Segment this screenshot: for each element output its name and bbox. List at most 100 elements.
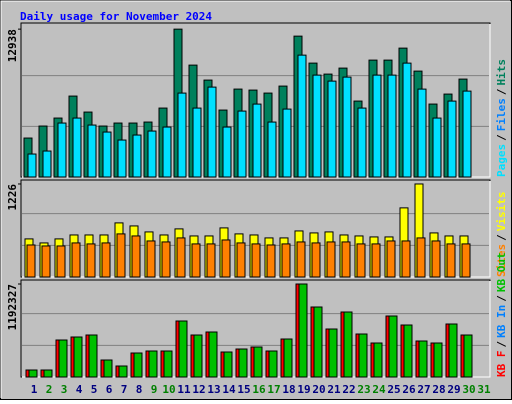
bar bbox=[178, 320, 188, 378]
bar bbox=[43, 369, 53, 378]
bar bbox=[27, 153, 37, 178]
bar bbox=[432, 117, 442, 178]
y-max-label: 12938 bbox=[6, 29, 19, 62]
bar bbox=[447, 100, 457, 178]
bar bbox=[26, 244, 36, 278]
legend: Sites / Visits bbox=[495, 192, 508, 278]
bar bbox=[448, 323, 458, 378]
bar bbox=[388, 315, 398, 378]
bar bbox=[56, 245, 66, 278]
legend-entry: Sites bbox=[495, 244, 508, 277]
bar bbox=[387, 74, 397, 178]
bar bbox=[236, 242, 246, 278]
bar bbox=[373, 342, 383, 378]
x-tick-label: 9 bbox=[151, 383, 158, 396]
bar bbox=[296, 241, 306, 278]
y-max-label: 1226 bbox=[6, 184, 19, 211]
x-tick-label: 3 bbox=[61, 383, 68, 396]
bar bbox=[297, 54, 307, 178]
bar bbox=[371, 243, 381, 278]
x-tick-label: 5 bbox=[91, 383, 98, 396]
bar bbox=[328, 328, 338, 378]
bar bbox=[177, 92, 187, 178]
bar bbox=[163, 350, 173, 378]
x-tick-label: 17 bbox=[267, 383, 280, 396]
bar bbox=[57, 122, 67, 178]
bar bbox=[313, 306, 323, 378]
x-tick-label: 26 bbox=[402, 383, 416, 396]
bar bbox=[146, 240, 156, 278]
bar bbox=[58, 339, 68, 378]
x-tick-label: 21 bbox=[327, 383, 341, 396]
bar bbox=[148, 350, 158, 378]
legend: KB F / KB In / KB Out bbox=[495, 252, 508, 377]
bar bbox=[223, 351, 233, 378]
legend: Pages / Files / Hits bbox=[495, 59, 508, 177]
bar bbox=[372, 74, 382, 178]
bar bbox=[41, 245, 51, 278]
x-tick-label: 18 bbox=[282, 383, 295, 396]
bar bbox=[117, 139, 127, 178]
x-tick-label: 2 bbox=[46, 383, 53, 396]
graph-title: Daily usage for November 2024 bbox=[20, 10, 212, 23]
legend-entry: Pages bbox=[495, 144, 508, 177]
bar bbox=[401, 240, 411, 278]
legend-entry: KB Out bbox=[495, 252, 508, 292]
bar bbox=[268, 350, 278, 378]
bar bbox=[238, 348, 248, 378]
bar bbox=[87, 124, 97, 178]
bar bbox=[116, 233, 126, 278]
bar bbox=[463, 334, 473, 378]
x-tick-label: 16 bbox=[252, 383, 266, 396]
bar bbox=[222, 126, 232, 178]
bar bbox=[253, 346, 263, 378]
x-tick-label: 29 bbox=[447, 383, 460, 396]
legend-entry: Hits bbox=[495, 59, 508, 86]
bar bbox=[162, 126, 172, 178]
x-tick-label: 22 bbox=[342, 383, 355, 396]
x-tick-label: 25 bbox=[387, 383, 400, 396]
bar bbox=[132, 134, 142, 178]
bar bbox=[131, 235, 141, 278]
bar bbox=[28, 369, 38, 378]
bar bbox=[101, 242, 111, 278]
x-tick-label: 20 bbox=[312, 383, 325, 396]
legend-entry: Visits bbox=[495, 192, 508, 232]
x-tick-label: 15 bbox=[237, 383, 250, 396]
bar bbox=[42, 150, 52, 178]
x-tick-label: 6 bbox=[106, 383, 113, 396]
y-max-label: 1192327 bbox=[6, 284, 19, 330]
bar bbox=[267, 121, 277, 178]
legend-separator: / bbox=[495, 341, 508, 348]
x-tick-label: 24 bbox=[372, 383, 386, 396]
x-tick-label: 23 bbox=[357, 383, 370, 396]
bar bbox=[192, 107, 202, 178]
bar bbox=[416, 237, 426, 278]
bar bbox=[343, 311, 353, 378]
bar bbox=[161, 241, 171, 278]
bar bbox=[341, 241, 351, 278]
bar bbox=[327, 80, 337, 178]
x-tick-label: 8 bbox=[136, 383, 143, 396]
bar bbox=[326, 241, 336, 278]
bar bbox=[147, 130, 157, 178]
bar bbox=[102, 131, 112, 178]
legend-entry: KB F bbox=[495, 351, 508, 378]
bar bbox=[88, 334, 98, 378]
bar bbox=[342, 76, 352, 178]
bar bbox=[72, 117, 82, 178]
bar bbox=[462, 90, 472, 178]
x-tick-label: 4 bbox=[76, 383, 83, 396]
bar bbox=[356, 243, 366, 278]
legend-entry: KB In bbox=[495, 305, 508, 338]
bar bbox=[118, 365, 128, 378]
bar bbox=[252, 103, 262, 178]
bar bbox=[206, 243, 216, 278]
bar bbox=[386, 240, 396, 278]
legend-separator: / bbox=[495, 234, 508, 241]
bar bbox=[281, 243, 291, 278]
bar bbox=[103, 359, 113, 378]
x-tick-label: 1 bbox=[31, 383, 38, 396]
bar bbox=[73, 336, 83, 378]
